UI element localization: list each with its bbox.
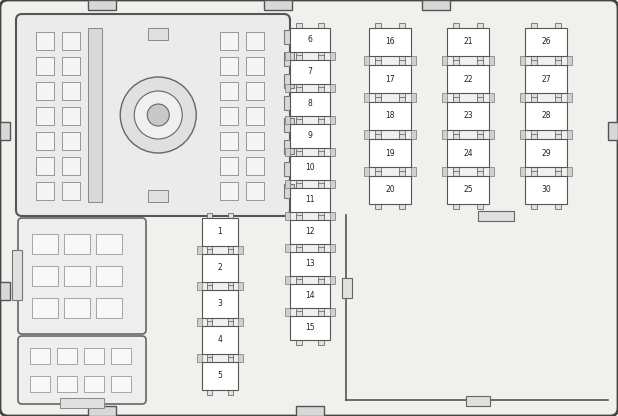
- Bar: [62, 132, 80, 150]
- Bar: [227, 390, 232, 395]
- Bar: [555, 97, 561, 102]
- Bar: [296, 148, 302, 153]
- Bar: [608, 122, 618, 140]
- Bar: [290, 28, 330, 52]
- Bar: [411, 93, 416, 102]
- Bar: [285, 212, 290, 220]
- Bar: [318, 116, 324, 121]
- Bar: [64, 266, 90, 286]
- Bar: [296, 55, 302, 60]
- Bar: [453, 167, 459, 172]
- Text: 5: 5: [218, 371, 222, 381]
- Bar: [318, 212, 324, 217]
- Text: 24: 24: [463, 149, 473, 158]
- Bar: [30, 376, 50, 392]
- Bar: [476, 97, 483, 102]
- Text: 26: 26: [541, 37, 551, 47]
- Bar: [285, 52, 290, 60]
- Bar: [246, 82, 264, 100]
- Bar: [0, 122, 10, 140]
- Bar: [227, 285, 232, 290]
- Bar: [399, 130, 405, 135]
- Bar: [375, 60, 381, 65]
- Bar: [411, 167, 416, 176]
- Bar: [246, 107, 264, 125]
- Bar: [369, 65, 411, 93]
- Bar: [466, 396, 490, 406]
- Bar: [399, 23, 405, 28]
- Bar: [246, 32, 264, 50]
- Bar: [567, 130, 572, 139]
- Bar: [399, 60, 405, 65]
- Bar: [290, 284, 330, 308]
- Text: 29: 29: [541, 149, 551, 158]
- Bar: [318, 180, 324, 185]
- Bar: [531, 204, 537, 209]
- Bar: [567, 56, 572, 65]
- Bar: [296, 84, 302, 89]
- Bar: [318, 87, 324, 92]
- Bar: [375, 167, 381, 172]
- Text: 18: 18: [385, 111, 395, 121]
- Bar: [489, 56, 494, 65]
- Bar: [220, 157, 238, 175]
- Text: 20: 20: [385, 186, 395, 195]
- Bar: [202, 218, 238, 246]
- Bar: [246, 57, 264, 75]
- Bar: [318, 183, 324, 188]
- Bar: [284, 30, 294, 44]
- Bar: [296, 247, 302, 252]
- Circle shape: [147, 104, 169, 126]
- Text: 12: 12: [305, 228, 315, 237]
- Bar: [220, 132, 238, 150]
- Bar: [318, 148, 324, 153]
- Bar: [290, 156, 330, 180]
- Bar: [96, 298, 122, 318]
- Bar: [375, 23, 381, 28]
- Bar: [399, 134, 405, 139]
- Bar: [36, 82, 54, 100]
- Bar: [555, 23, 561, 28]
- Bar: [227, 318, 232, 323]
- Bar: [32, 298, 58, 318]
- Bar: [36, 132, 54, 150]
- Bar: [290, 188, 330, 212]
- Bar: [36, 182, 54, 200]
- Bar: [555, 167, 561, 172]
- Bar: [399, 167, 405, 172]
- Bar: [453, 97, 459, 102]
- Bar: [290, 60, 330, 84]
- Bar: [285, 116, 290, 124]
- Bar: [364, 93, 369, 102]
- Text: 4: 4: [218, 335, 222, 344]
- Bar: [296, 119, 302, 124]
- Bar: [285, 148, 290, 156]
- Bar: [525, 139, 567, 167]
- Bar: [555, 134, 561, 139]
- Text: 6: 6: [308, 35, 313, 45]
- Bar: [447, 102, 489, 130]
- Bar: [285, 244, 290, 252]
- Bar: [422, 0, 450, 10]
- Bar: [285, 276, 290, 284]
- Bar: [318, 55, 324, 60]
- Bar: [399, 97, 405, 102]
- Bar: [411, 56, 416, 65]
- Text: 23: 23: [463, 111, 473, 121]
- Bar: [531, 167, 537, 172]
- Bar: [296, 311, 302, 316]
- Bar: [453, 204, 459, 209]
- Bar: [489, 167, 494, 176]
- Bar: [227, 282, 232, 287]
- Text: 21: 21: [464, 37, 473, 47]
- Bar: [96, 234, 122, 254]
- Bar: [318, 308, 324, 313]
- Bar: [375, 56, 381, 61]
- Text: 27: 27: [541, 74, 551, 84]
- Bar: [57, 348, 77, 364]
- Bar: [296, 215, 302, 220]
- Text: 22: 22: [464, 74, 473, 84]
- Bar: [290, 220, 330, 244]
- Bar: [208, 282, 213, 287]
